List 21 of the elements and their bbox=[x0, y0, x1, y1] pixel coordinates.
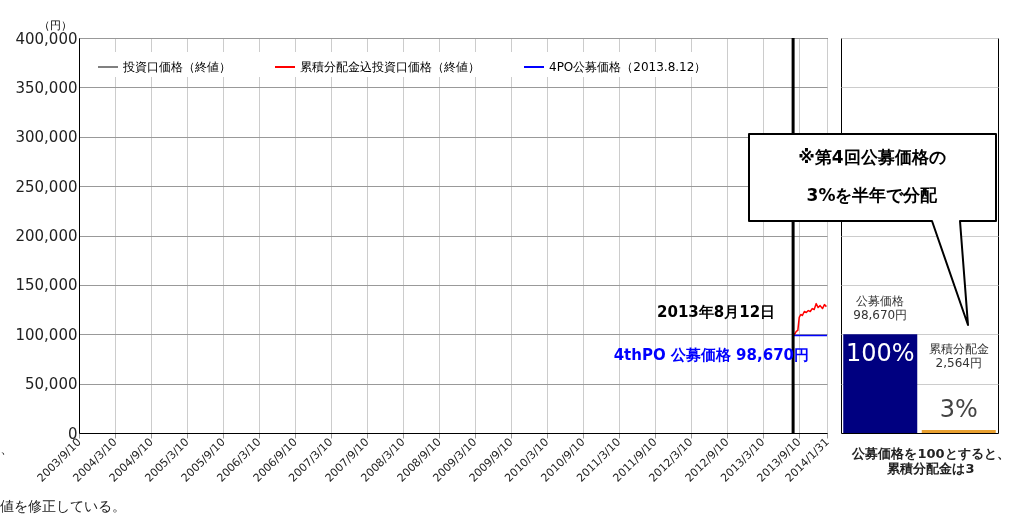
line-series bbox=[792, 302, 827, 335]
annotation: 2013年8月12日 bbox=[657, 302, 776, 321]
y-tick-label: 200,000 bbox=[15, 227, 78, 245]
y-tick-label: 250,000 bbox=[15, 177, 78, 196]
legend-label: 4PO公募価格（2013.8.12） bbox=[549, 60, 707, 74]
text: 値を修正している。 bbox=[0, 498, 126, 516]
x-axis-title: 公募価格を100とすると、累積分配金は3 bbox=[851, 446, 1011, 476]
x-tick-label: 累積分配金 2,564円 bbox=[928, 342, 989, 371]
legend-label: 投資口価格（終値） bbox=[122, 60, 231, 74]
legend-label: 累積分配金込投資口価格（終値） bbox=[300, 60, 480, 74]
annotation: ※第4回公募価格の 3%を半年で分配 bbox=[797, 146, 947, 207]
data-label: 100% bbox=[845, 338, 915, 367]
x-tick-label: 公募価格 98,670円 bbox=[853, 294, 908, 323]
data-label: 3% bbox=[939, 395, 978, 424]
text: 、 bbox=[0, 440, 14, 458]
y-tick-label: 300,000 bbox=[15, 128, 78, 147]
y-tick-label: 100,000 bbox=[15, 325, 78, 344]
y-tick-label: 350,000 bbox=[15, 78, 78, 97]
y-tick-label: 50,000 bbox=[25, 375, 78, 394]
y-axis-title: （円） bbox=[38, 18, 72, 32]
y-tick-label: 150,000 bbox=[15, 276, 78, 295]
